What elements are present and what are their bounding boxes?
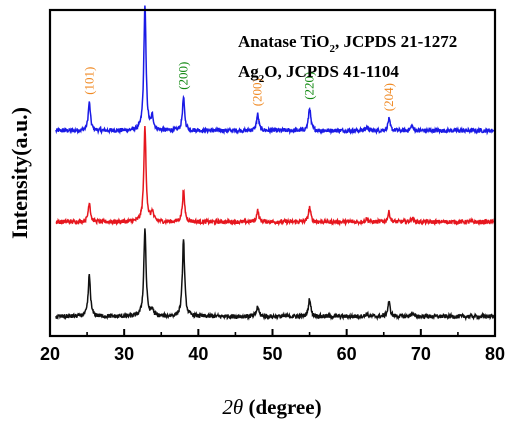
peak-label: (200) (176, 62, 191, 90)
y-axis-title: Intensity(a.u.) (7, 107, 32, 239)
legend-entry-tio2: Anatase TiO2, JCPDS 21-1272 (238, 32, 457, 55)
legend-entry-ag2o: Ag2O, JCPDS 41-1104 (238, 62, 399, 85)
x-tick-label: 70 (411, 344, 431, 364)
tick-layer: 20 30 40 50 60 70 80 (40, 329, 505, 364)
x-axis-unit: (degree) (249, 395, 322, 419)
peak-label: (200) (250, 78, 265, 106)
legend-ag2o-main: Ag (238, 62, 259, 81)
legend-tio2-rest: , JCPDS 21-1272 (335, 32, 457, 51)
plot-frame (48, 8, 497, 338)
x-axis-title: 2θ (degree) (222, 395, 321, 419)
x-tick-label: 50 (262, 344, 282, 364)
peak-label: (204) (381, 83, 396, 111)
legend-tio2-sub: 2 (329, 43, 335, 55)
trace-layer (55, 5, 495, 322)
peak-label: (101) (81, 67, 96, 95)
x-axis-symbol: 2θ (222, 395, 243, 419)
peak-label-layer: (101)(111)(200)(200)(220)(204) (81, 62, 396, 112)
xrd-trace-3 (55, 228, 495, 322)
xrd-trace-1 (55, 5, 495, 136)
legend-tio2-main: Anatase TiO (238, 32, 329, 51)
xrd-trace-2 (55, 125, 495, 227)
x-tick-label: 80 (485, 344, 505, 364)
x-tick-label: 40 (188, 344, 208, 364)
x-tick-label: 60 (337, 344, 357, 364)
legend-ag2o-sub: 2 (259, 73, 265, 85)
x-tick-label: 20 (40, 344, 60, 364)
legend-ag2o-rest: O, JCPDS 41-1104 (264, 62, 399, 81)
peak-label: (220) (302, 72, 317, 100)
x-tick-label: 30 (114, 344, 134, 364)
